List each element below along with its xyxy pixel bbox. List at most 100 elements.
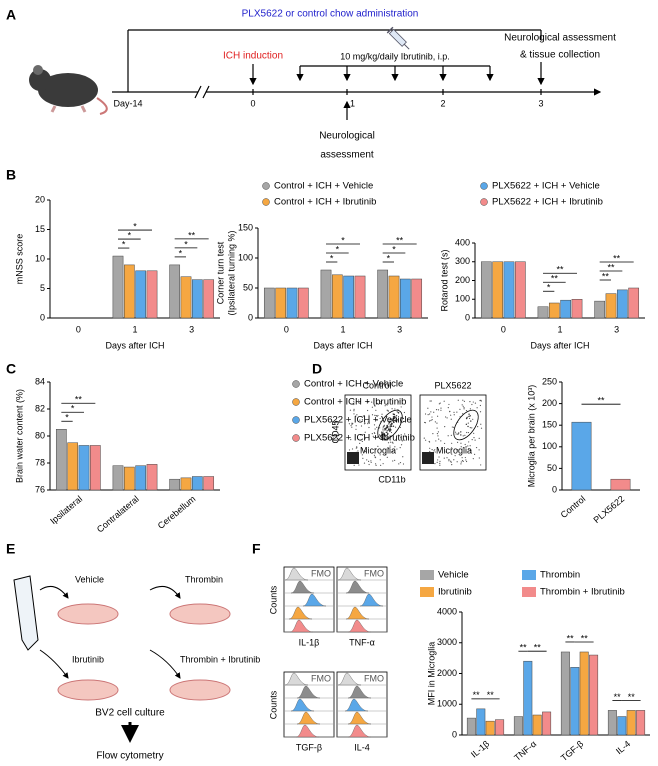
flow-dot [358,464,360,466]
flow-dot [465,409,468,412]
x-tick-label: 3 [189,324,194,334]
flow-dot [380,400,382,403]
flow-dot [386,426,389,429]
legend-swatch [292,416,300,424]
flow-dot [435,440,437,442]
flow-dot [476,422,478,424]
flow-dot [374,435,377,438]
bar [571,299,583,319]
flow-dot [461,404,463,406]
flow-dot [375,409,377,411]
flow-dot [437,449,439,451]
flow-dot [381,413,383,415]
flow-dot [465,460,468,463]
flow-group: PLX5622 [434,380,471,390]
flow-dot [438,438,440,440]
bar [636,710,646,736]
hist-curve [344,698,369,712]
legend-swatch [292,398,300,406]
bar [579,651,589,736]
bar [480,261,492,319]
y-tick-label: 2000 [437,668,457,678]
flow-dot [367,401,369,403]
flow-dot [464,434,466,436]
panel-label: B [6,167,16,183]
flow-dot [386,430,388,432]
legend-swatch [262,198,270,206]
flow-dot [371,433,373,435]
flow-dot [438,403,440,405]
y-tick-label: 4000 [437,606,457,616]
flow-x-label: CD11b [378,474,405,484]
bar [112,465,124,491]
bar [354,275,366,319]
legend-swatch [522,587,536,597]
bar [537,306,549,319]
y-tick-label: 0 [452,729,457,739]
flow-dot [359,442,361,444]
bar [55,429,67,491]
flow-dot [400,416,402,419]
flow-dot [391,420,393,422]
x-tick-label: Cerebellum [156,494,198,531]
x-tick-label: 1 [557,324,562,334]
flow-dot [399,447,401,449]
flow-dot [371,406,373,408]
flow-dot [371,414,374,416]
flow-dot [469,427,471,429]
flow-dot [440,409,442,411]
flow-dot [446,457,448,459]
y-axis-label: Corner turn test [215,241,225,304]
sig-label: ** [556,265,564,275]
y-tick-label: 150 [238,222,253,232]
flow-dot [456,441,459,443]
flow-dot [390,425,393,428]
flow-dot [424,413,427,415]
sig-label: * [184,239,188,249]
flow-dot [467,431,470,434]
flow-dot [470,420,472,422]
flow-dot [439,460,441,462]
histograms: FMO IL-1β FMO TNF-α FMO TGF-β FMO IL-4 [283,566,388,752]
sig-label: ** [487,690,495,700]
bar [617,716,627,736]
flow-dot [428,420,431,422]
flow-dot [392,425,395,427]
treatment-label: Thrombin + Ibrutinib [180,654,260,664]
flow-dot [456,449,458,451]
bar [492,261,504,319]
gate-label: Microglia [360,445,396,455]
flow-dot [380,435,382,438]
flow-dot [388,423,390,425]
flow-dot [376,419,378,421]
legend-swatch [262,182,270,190]
flow-dot [455,433,457,435]
bar [513,716,523,736]
hist-curve [337,672,362,686]
flow-dot [468,417,471,420]
flow-dot [457,399,459,401]
flow-dot [447,435,449,437]
hist-curve [289,619,314,633]
flow-dot [388,448,390,450]
hist-curve [337,567,362,581]
bar [263,287,275,319]
flow-dot [387,417,389,420]
flow-dot [436,461,438,463]
flow-dot [461,457,463,459]
x-tick-label: 3 [397,324,402,334]
flow-dot [471,403,473,406]
flow-dot [391,408,393,410]
bar [514,261,526,319]
flow-dot [438,456,440,458]
timeline [112,29,602,120]
flow-dot [366,400,368,403]
flow-dot [364,431,366,433]
flow-dot [404,439,406,441]
flow-dot [429,400,431,402]
flow-dot [437,435,439,437]
flow-dot [390,424,392,426]
x-tick-label: TNF-α [512,739,538,763]
bar [123,466,135,491]
flow-dot [427,407,429,409]
